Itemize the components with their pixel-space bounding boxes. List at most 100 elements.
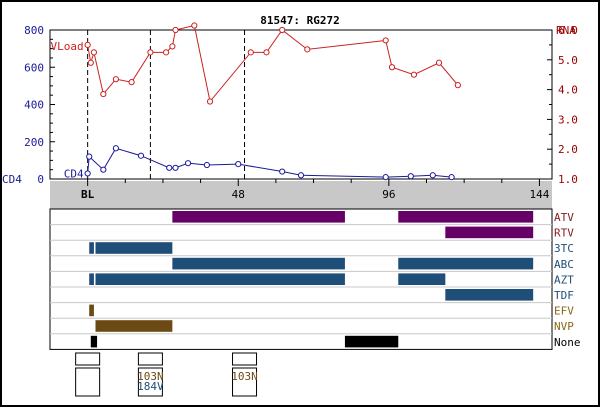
regimen-bar-abc [398,257,534,270]
series-point-cd4 [112,145,119,152]
left-axis-tick-label: 200 [24,136,44,149]
x-axis-tick-label: 144 [530,188,550,201]
regimen-bar-3tc [89,242,94,254]
series-point-cd4 [297,172,305,179]
right-axis-tick-label: 2.0 [558,143,578,156]
regimen-bar-azt [398,273,446,285]
mutation-header-box [137,352,163,366]
series-point-cd4 [203,161,210,169]
series-point-vload [84,41,91,49]
regimen-bar-nvp [95,320,173,332]
plot-area: 0 200 400 600 800 1.0 2.0 3.0 4.0 5.0 6.0 CD4 RNA VLo… [2,22,578,350]
rna-axis-label: RNA [556,24,576,37]
mutation-header-box [232,352,258,366]
series-point-vload [147,49,154,56]
series-point-vload [169,43,176,50]
regimen-bar-none [90,335,98,348]
series-point-vload [191,22,198,29]
plot-border [49,29,553,180]
left-axis-tick-label: 800 [24,24,44,37]
series-point-cd4 [235,161,242,168]
series-point-cd4 [84,170,91,177]
x-axis-tick-label: 48 [232,188,245,201]
series-point-cd4 [184,160,192,167]
left-axis-tick-label: 0 [37,173,44,186]
regimen-label-abc: ABC [554,258,574,271]
series-point-cd4 [100,166,107,173]
mutation-label: 103N [137,370,164,383]
regimen-bar-atv [172,211,345,223]
regimen-bar-tdf [445,289,534,301]
series-point-vload [388,64,396,71]
series-line-cd4 [87,147,452,178]
series-point-cd4 [279,168,286,175]
left-axis-tick-label: 400 [24,99,44,112]
regimen-bar-abc [172,257,345,270]
series-point-cd4 [172,164,179,171]
mutation-header-box [75,352,101,366]
right-axis-tick-label: 6.0 [558,24,578,37]
series-point-vload [90,49,98,56]
mutation-label: 103N [231,370,258,383]
mutation-box [232,367,258,397]
regimen-bar-3tc [95,242,173,254]
series-point-cd4 [429,172,436,179]
series-label-cd4: CD4 [64,167,84,180]
right-axis-tick-label: 1.0 [558,173,578,186]
series-point-cd4 [137,152,145,159]
regimen-label-3tc: 3TC [554,242,574,255]
series-point-cd4 [166,164,173,171]
series-point-cd4 [448,174,455,181]
series-point-vload [247,49,254,56]
regimen-bar-none [344,335,399,348]
series-point-vload [128,79,135,86]
series-point-vload [162,49,170,56]
regimen-bar-rtv [445,226,534,239]
series-point-vload [87,59,94,66]
chart-title: 81547: RG272 [260,14,339,27]
regimen-bar-efv [89,304,94,317]
series-line-vload [87,24,459,103]
right-axis-tick-label: 5.0 [558,54,578,67]
series-label-vload: VLoad [51,40,84,53]
right-axis-tick-label: 4.0 [558,84,578,97]
mutation-box [137,367,163,397]
series-point-cd4 [407,173,414,180]
regimen-panel: ATV RTV 3TC ABC AZT TDF EFV NVP None [49,208,581,350]
x-axis-tick-label: BL [81,188,95,201]
x-axis-tick-label: 96 [382,188,395,201]
series-point-cd4 [86,153,93,160]
series-point-vload [279,26,286,34]
regimen-bar-azt [89,273,94,285]
regimen-label-efv: EFV [554,305,574,318]
mutation-box [75,367,101,397]
series-point-vload [112,76,119,83]
regimen-label-nvp: NVP [554,320,574,333]
series-point-vload [206,98,214,105]
right-axis-tick-label: 3.0 [558,113,578,126]
mutation-label: 184V [137,380,164,393]
series-point-vload [304,46,311,53]
regimen-label-atv: ATV [554,211,574,224]
x-axis-band: BL 48 96 144 [50,179,552,209]
regimen-label-none: None [554,336,581,349]
series-point-cd4 [382,174,389,181]
regimen-label-rtv: RTV [554,227,574,240]
left-axis-tick-label: 600 [24,61,44,74]
series-point-vload [263,49,270,56]
series-point-vload [172,26,179,34]
regimen-label-tdf: TDF [554,289,574,302]
series-point-vload [100,90,107,98]
regimen-bar-atv [398,211,534,223]
series-point-vload [382,37,389,44]
x-axis-band-bg [50,181,552,209]
series-point-vload [454,82,461,89]
regimen-bar-azt [95,273,345,285]
series-point-vload [435,59,443,66]
cd4-axis-label: CD4 [2,173,22,186]
regimen-label-azt: AZT [554,273,574,286]
series-point-vload [410,71,418,78]
